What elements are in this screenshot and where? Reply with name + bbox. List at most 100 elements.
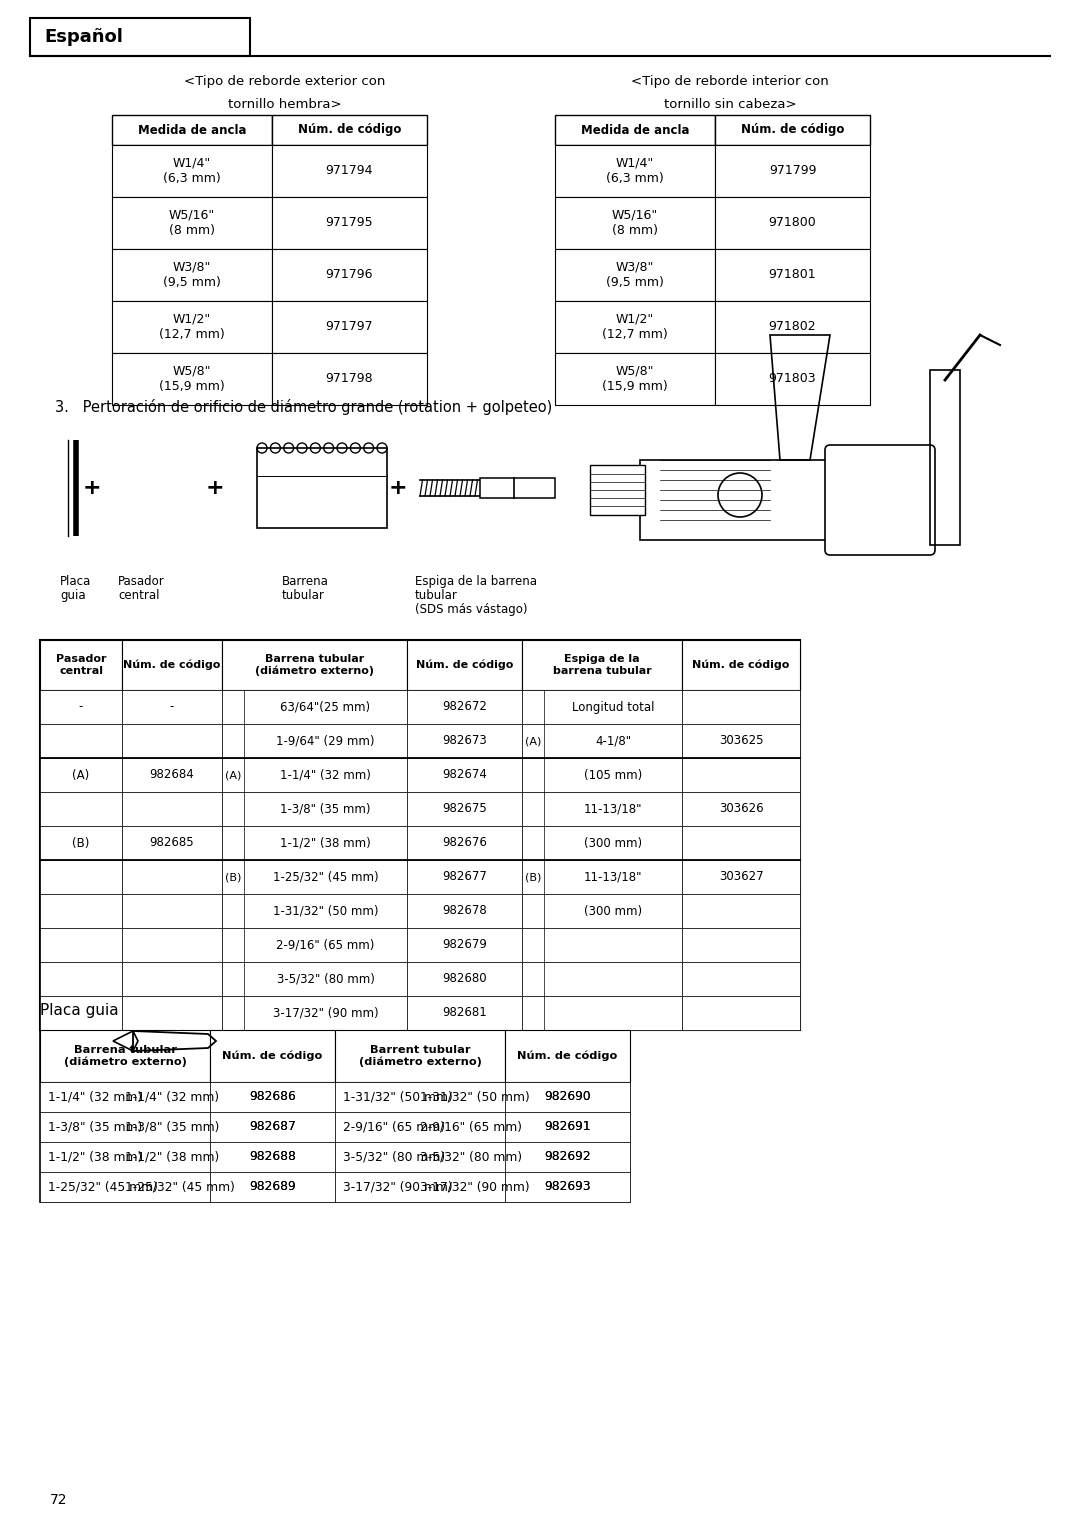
Text: 11-13/18": 11-13/18": [584, 803, 643, 815]
Bar: [480, 479, 555, 498]
Text: 3-17/32" (90 mm): 3-17/32" (90 mm): [420, 1180, 529, 1194]
Text: +: +: [389, 479, 407, 498]
Text: 3-17/32" (90 mm): 3-17/32" (90 mm): [343, 1180, 453, 1194]
Text: W1/2"
(12,7 mm): W1/2" (12,7 mm): [603, 313, 667, 341]
Bar: [122, 995, 222, 1031]
Text: 982691: 982691: [544, 1121, 591, 1133]
Text: -: -: [170, 700, 174, 714]
Text: Núm. de código: Núm. de código: [123, 659, 220, 670]
Bar: [257, 448, 387, 528]
Text: 982685: 982685: [150, 836, 194, 850]
Text: 982675: 982675: [442, 803, 487, 815]
Text: 303625: 303625: [719, 734, 764, 748]
Text: Barrena tubular
(diámetro externo): Barrena tubular (diámetro externo): [255, 654, 374, 676]
Bar: [715, 197, 870, 249]
Text: 303626: 303626: [718, 803, 764, 815]
Bar: [590, 465, 645, 515]
Text: 11-13/18": 11-13/18": [584, 870, 643, 884]
Bar: [122, 792, 222, 826]
Text: 1-3/8" (35 mm): 1-3/8" (35 mm): [125, 1121, 219, 1133]
Text: 982681: 982681: [442, 1006, 487, 1020]
Text: 971797: 971797: [326, 321, 374, 333]
Text: 63/64"(25 mm): 63/64"(25 mm): [281, 700, 370, 714]
Bar: [122, 928, 222, 962]
Text: Placa guia: Placa guia: [40, 1003, 119, 1017]
Bar: [272, 197, 427, 249]
Bar: [555, 197, 715, 249]
Bar: [222, 690, 407, 725]
Bar: [222, 725, 407, 758]
Text: (SDS más vástago): (SDS más vástago): [415, 602, 527, 616]
Text: (A): (A): [225, 771, 241, 780]
Bar: [40, 1112, 210, 1142]
Bar: [40, 641, 800, 1031]
Bar: [505, 1112, 630, 1142]
Bar: [681, 962, 800, 995]
Text: (B): (B): [225, 872, 241, 882]
Bar: [40, 1142, 210, 1173]
Bar: [407, 928, 522, 962]
Bar: [407, 826, 522, 859]
Bar: [210, 1173, 335, 1202]
Bar: [210, 1083, 335, 1112]
Text: 2-9/16" (65 mm): 2-9/16" (65 mm): [276, 939, 375, 951]
Text: 2-9/16" (65 mm): 2-9/16" (65 mm): [420, 1121, 522, 1133]
Bar: [522, 641, 681, 690]
Text: 971800: 971800: [769, 217, 816, 229]
Bar: [40, 1031, 630, 1202]
Text: 1-1/4" (32 mm): 1-1/4" (32 mm): [280, 769, 370, 781]
Text: <Tipo de reborde exterior con: <Tipo de reborde exterior con: [185, 75, 386, 89]
Bar: [222, 962, 407, 995]
Bar: [335, 1142, 505, 1173]
Text: 3-5/32" (80 mm): 3-5/32" (80 mm): [276, 972, 375, 986]
Text: 982687: 982687: [249, 1121, 296, 1133]
Bar: [122, 859, 222, 894]
Text: Español: Español: [44, 28, 123, 46]
Text: Barrena tubular
(diámetro externo): Barrena tubular (diámetro externo): [64, 1044, 187, 1067]
Bar: [112, 115, 272, 145]
Text: 1-31/32" (50 mm): 1-31/32" (50 mm): [420, 1090, 530, 1104]
Text: 982689: 982689: [249, 1180, 296, 1194]
Bar: [222, 758, 407, 792]
Bar: [112, 249, 272, 301]
Text: 982689: 982689: [249, 1180, 296, 1194]
Bar: [522, 995, 681, 1031]
Bar: [210, 1031, 335, 1083]
Bar: [407, 995, 522, 1031]
Text: Espiga de la barrena: Espiga de la barrena: [415, 575, 537, 589]
Bar: [555, 353, 715, 405]
Bar: [40, 962, 122, 995]
Bar: [222, 859, 407, 894]
Bar: [681, 928, 800, 962]
Bar: [272, 145, 427, 197]
Text: 3.   Pertoración de orificio de diámetro grande (rotation + golpeteo): 3. Pertoración de orificio de diámetro g…: [55, 399, 552, 414]
Text: W5/16"
(8 mm): W5/16" (8 mm): [168, 209, 215, 237]
Bar: [40, 1083, 210, 1112]
Text: Barrena: Barrena: [282, 575, 329, 589]
Text: <Tipo de reborde interior con: <Tipo de reborde interior con: [631, 75, 828, 89]
Bar: [715, 353, 870, 405]
Bar: [681, 859, 800, 894]
Text: Barrent tubular
(diámetro externo): Barrent tubular (diámetro externo): [359, 1044, 482, 1067]
Bar: [40, 894, 122, 928]
Bar: [505, 1173, 630, 1202]
Bar: [210, 1112, 335, 1142]
Text: Núm. de código: Núm. de código: [741, 124, 845, 136]
Bar: [522, 758, 681, 792]
Text: W5/8"
(15,9 mm): W5/8" (15,9 mm): [603, 365, 667, 393]
Bar: [112, 145, 272, 197]
Text: 1-3/8" (35 mm): 1-3/8" (35 mm): [280, 803, 370, 815]
Bar: [715, 249, 870, 301]
Text: W1/4"
(6,3 mm): W1/4" (6,3 mm): [163, 157, 221, 185]
Text: Pasador
central: Pasador central: [56, 654, 106, 676]
Text: (A): (A): [72, 769, 90, 781]
Text: 1-1/2" (38 mm): 1-1/2" (38 mm): [125, 1150, 219, 1164]
Bar: [40, 826, 122, 859]
Text: 971796: 971796: [326, 269, 374, 281]
Text: +: +: [205, 479, 225, 498]
Bar: [112, 301, 272, 353]
Bar: [505, 1142, 630, 1173]
Bar: [522, 962, 681, 995]
Text: 4-1/8": 4-1/8": [595, 734, 631, 748]
Bar: [222, 995, 407, 1031]
